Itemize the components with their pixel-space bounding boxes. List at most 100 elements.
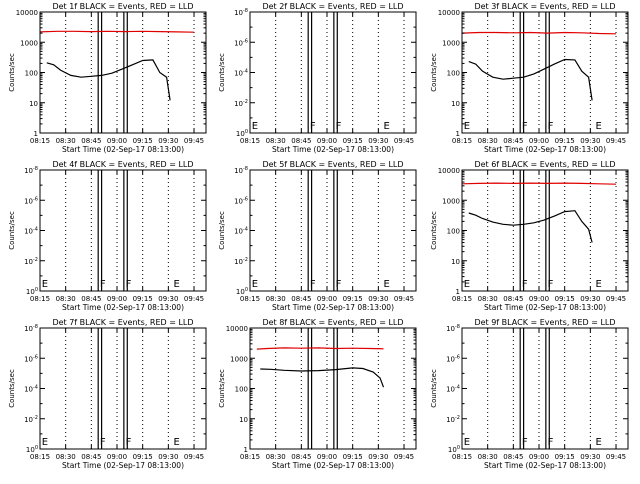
x-tick-label: 08:15 xyxy=(30,295,50,303)
event-letter: E xyxy=(252,279,258,290)
x-tick-label: 08:45 xyxy=(503,137,523,145)
x-tick-label: 08:30 xyxy=(56,137,76,145)
y-axis-label: Counts/sec xyxy=(430,53,438,92)
x-tick-label: 09:30 xyxy=(580,295,600,303)
x-axis-label: Start Time (02-Sep-17 08:13:00) xyxy=(484,461,606,470)
x-tick-label: 09:45 xyxy=(184,295,204,303)
detector-panel-2: Det 2f BLACK = Events, RED = LLD E F F E 08:1… xyxy=(218,2,417,154)
plot-frame xyxy=(461,11,629,134)
y-tick-label: 10-2 xyxy=(24,257,38,266)
y-tick-label: 10-8 xyxy=(24,324,38,333)
x-tick-label: 09:15 xyxy=(343,453,363,461)
event-letter: E xyxy=(42,437,48,448)
panel-title: Det 4f BLACK = Events, RED = LLD xyxy=(52,160,193,169)
x-axis-label: Start Time (02-Sep-17 08:13:00) xyxy=(62,461,184,470)
event-letter: F xyxy=(310,121,316,132)
y-tick-label: 10-4 xyxy=(446,385,460,394)
panel-title: Det 5f BLACK = Events, RED = LLD xyxy=(262,160,403,169)
x-tick-label: 08:30 xyxy=(56,295,76,303)
panel-title: Det 8f BLACK = Events, RED = LLD xyxy=(262,318,403,327)
y-tick-label: 10-2 xyxy=(446,415,460,424)
x-axis-label: Start Time (02-Sep-17 08:13:00) xyxy=(62,145,184,154)
event-letter: E xyxy=(173,437,179,448)
detector-panel-1: Det 1f BLACK = Events, RED = LLD 08:15 08:… xyxy=(8,2,207,154)
x-tick-label: 09:45 xyxy=(606,453,626,461)
y-tick-label: 10 xyxy=(451,258,460,266)
plot-frame xyxy=(249,327,417,450)
x-tick-label: 09:30 xyxy=(580,453,600,461)
x-tick-label: 09:30 xyxy=(368,453,388,461)
x-axis-label: Start Time (02-Sep-17 08:13:00) xyxy=(484,145,606,154)
x-tick-label: 09:00 xyxy=(107,295,127,303)
event-letter: F xyxy=(548,121,554,132)
detector-panel-3: Det 3f BLACK = Events, RED = LLD E F F E 08:1… xyxy=(430,2,629,154)
lld-series-line xyxy=(461,31,617,35)
plot-frame xyxy=(39,327,207,450)
x-tick-label: 08:15 xyxy=(30,137,50,145)
x-tick-label: 08:45 xyxy=(81,453,101,461)
y-tick-label: 10-2 xyxy=(24,415,38,424)
event-letter: E xyxy=(252,121,258,132)
x-tick-label: 08:45 xyxy=(81,137,101,145)
event-letter: F xyxy=(126,437,132,448)
y-tick-label: 10 xyxy=(29,100,38,108)
event-letter: F xyxy=(126,279,132,290)
event-letter: F xyxy=(548,437,554,448)
y-tick-label: 100 xyxy=(236,129,248,138)
event-letter: E xyxy=(42,279,48,290)
x-tick-label: 09:30 xyxy=(158,137,178,145)
x-tick-label: 08:30 xyxy=(478,453,498,461)
y-tick-label: 1 xyxy=(456,130,460,138)
y-axis-label: Counts/sec xyxy=(8,53,16,92)
y-tick-label: 10000 xyxy=(16,9,38,17)
events-series-line xyxy=(468,58,593,101)
event-letter: F xyxy=(336,121,342,132)
y-tick-label: 1 xyxy=(456,288,460,296)
x-tick-label: 08:30 xyxy=(266,295,286,303)
event-letter: E xyxy=(595,279,601,290)
x-tick-label: 09:45 xyxy=(394,453,414,461)
panel-title: Det 7f BLACK = Events, RED = LLD xyxy=(52,318,193,327)
lld-series-line xyxy=(461,182,617,185)
x-tick-label: 09:00 xyxy=(107,137,127,145)
y-tick-label: 10-6 xyxy=(24,354,38,363)
y-tick-label: 100 xyxy=(236,287,248,296)
x-tick-label: 09:15 xyxy=(555,137,575,145)
y-tick-label: 1000 xyxy=(230,355,248,363)
x-axis-label: Start Time (02-Sep-17 08:13:00) xyxy=(272,145,394,154)
x-tick-label: 09:45 xyxy=(184,453,204,461)
panel-title: Det 1f BLACK = Events, RED = LLD xyxy=(52,2,193,11)
x-tick-label: 08:15 xyxy=(30,453,50,461)
x-tick-label: 09:45 xyxy=(606,137,626,145)
y-tick-label: 100 xyxy=(26,445,38,454)
event-letter: F xyxy=(100,437,106,448)
event-letter: E xyxy=(464,121,470,132)
x-tick-label: 09:00 xyxy=(529,453,549,461)
x-tick-label: 08:15 xyxy=(240,453,260,461)
x-tick-label: 08:30 xyxy=(56,453,76,461)
y-axis-label: Counts/sec xyxy=(430,369,438,408)
y-axis-label: Counts/sec xyxy=(218,369,226,408)
x-tick-label: 09:30 xyxy=(580,137,600,145)
x-tick-label: 08:30 xyxy=(266,137,286,145)
x-tick-label: 08:45 xyxy=(503,453,523,461)
x-tick-label: 08:30 xyxy=(266,453,286,461)
y-tick-label: 10-2 xyxy=(234,99,248,108)
event-letter: E xyxy=(383,279,389,290)
y-tick-label: 100 xyxy=(447,70,460,78)
x-tick-label: 08:45 xyxy=(81,295,101,303)
y-tick-label: 1000 xyxy=(442,39,460,47)
y-tick-label: 10-8 xyxy=(24,166,38,175)
y-tick-label: 1 xyxy=(34,130,38,138)
event-letter: E xyxy=(595,437,601,448)
plot-frame xyxy=(249,169,417,292)
y-tick-label: 10-2 xyxy=(234,257,248,266)
x-tick-label: 09:45 xyxy=(184,137,204,145)
y-axis-label: Counts/sec xyxy=(8,211,16,250)
x-axis-label: Start Time (02-Sep-17 08:13:00) xyxy=(484,303,606,312)
x-tick-label: 08:45 xyxy=(291,453,311,461)
detector-panel-5: Det 5f BLACK = Events, RED = LLD E F F E 08:1… xyxy=(218,160,417,312)
y-tick-label: 10-6 xyxy=(234,196,248,205)
y-tick-label: 10-6 xyxy=(24,196,38,205)
